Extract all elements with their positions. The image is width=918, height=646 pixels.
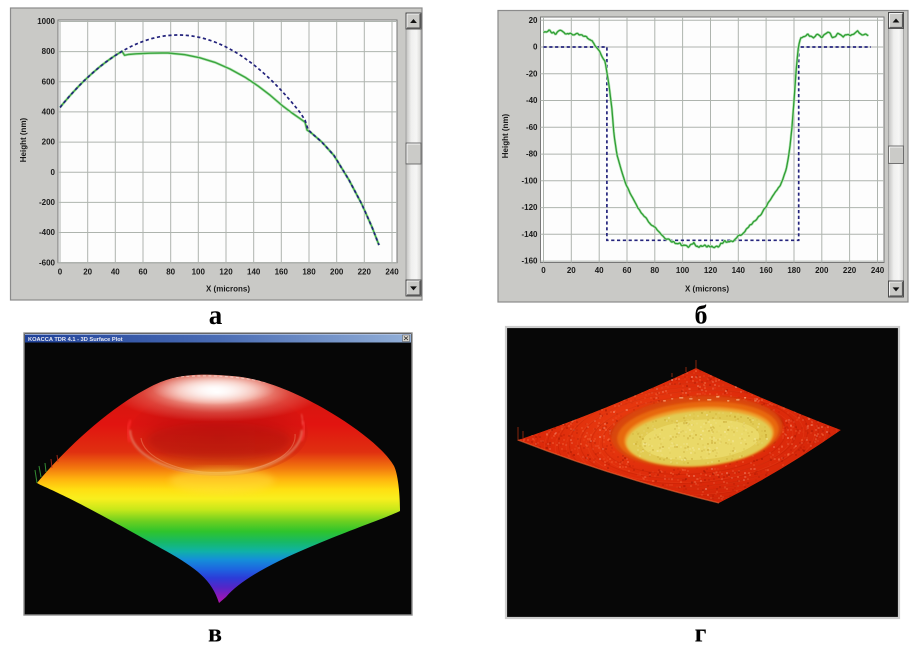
svg-text:600: 600: [42, 77, 56, 86]
svg-text:180: 180: [302, 268, 316, 277]
svg-text:160: 160: [275, 268, 289, 277]
svg-text:140: 140: [732, 266, 746, 275]
svg-text:-140: -140: [521, 230, 538, 239]
svg-text:20: 20: [567, 266, 576, 275]
svg-text:220: 220: [843, 266, 857, 275]
svg-text:240: 240: [385, 268, 399, 277]
svg-text:X (microns): X (microns): [206, 285, 250, 294]
svg-text:20: 20: [529, 16, 538, 25]
svg-text:80: 80: [166, 268, 175, 277]
svg-text:в: в: [208, 619, 222, 646]
svg-text:140: 140: [247, 268, 261, 277]
svg-text:200: 200: [42, 138, 56, 147]
svg-text:1000: 1000: [37, 17, 55, 26]
svg-text:60: 60: [139, 268, 148, 277]
svg-text:а: а: [209, 300, 223, 330]
svg-text:-60: -60: [526, 123, 538, 132]
svg-text:80: 80: [650, 266, 659, 275]
svg-text:20: 20: [83, 268, 92, 277]
svg-text:б: б: [695, 301, 708, 330]
svg-text:Height (nm): Height (nm): [19, 117, 28, 162]
svg-text:200: 200: [815, 266, 829, 275]
svg-text:180: 180: [787, 266, 801, 275]
svg-text:0: 0: [58, 268, 63, 277]
svg-text:0: 0: [51, 168, 56, 177]
svg-text:-40: -40: [526, 96, 538, 105]
svg-text:0: 0: [533, 43, 538, 52]
svg-text:-100: -100: [521, 176, 538, 185]
svg-text:0: 0: [541, 266, 546, 275]
svg-text:Height (nm): Height (nm): [501, 113, 510, 158]
svg-text:KOACCA TDR 4.1 - 3D Surface: KOACCA TDR 4.1 - 3D Surface Plot: [28, 337, 123, 343]
svg-text:100: 100: [676, 266, 690, 275]
svg-text:г: г: [695, 619, 707, 646]
svg-text:100: 100: [192, 268, 206, 277]
svg-text:240: 240: [871, 266, 885, 275]
svg-text:200: 200: [330, 268, 344, 277]
svg-text:-600: -600: [39, 258, 56, 267]
svg-text:-20: -20: [526, 69, 538, 78]
svg-text:160: 160: [759, 266, 773, 275]
svg-text:-160: -160: [521, 257, 538, 266]
svg-text:X (microns): X (microns): [685, 285, 729, 294]
svg-text:60: 60: [623, 266, 632, 275]
svg-text:40: 40: [111, 268, 120, 277]
svg-text:-200: -200: [39, 198, 56, 207]
svg-text:120: 120: [704, 266, 718, 275]
svg-text:120: 120: [219, 268, 233, 277]
svg-text:220: 220: [358, 268, 372, 277]
svg-text:800: 800: [42, 47, 56, 56]
svg-text:-400: -400: [39, 228, 56, 237]
svg-text:-80: -80: [526, 150, 538, 159]
svg-text:400: 400: [42, 108, 56, 117]
svg-text:-120: -120: [521, 203, 538, 212]
svg-text:40: 40: [595, 266, 604, 275]
